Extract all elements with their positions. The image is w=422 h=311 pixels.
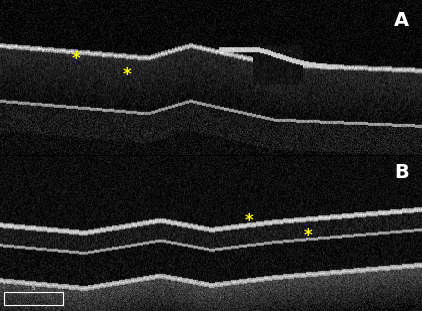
Text: *: * — [122, 66, 131, 84]
Bar — [4, 292, 63, 305]
Text: A: A — [394, 11, 409, 30]
Text: *: * — [72, 50, 80, 68]
Text: 5: 5 — [32, 286, 35, 291]
Text: *: * — [245, 212, 253, 230]
Text: *: * — [304, 227, 312, 245]
Text: B: B — [395, 163, 409, 182]
